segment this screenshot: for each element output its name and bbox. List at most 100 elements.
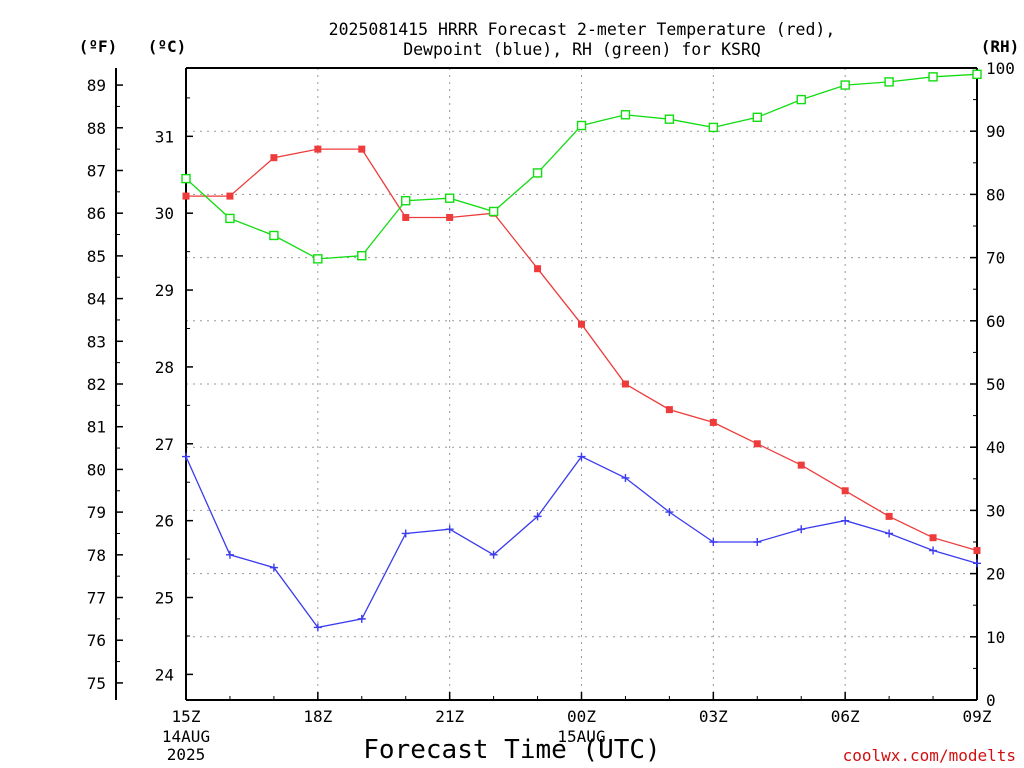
- celsius-tick-label: 31: [155, 127, 174, 146]
- fahrenheit-tick-label: 82: [87, 375, 106, 394]
- temperature-point: [973, 547, 981, 555]
- rh-axis: 0 10 20 30 40 50 60 70 80 90 100: [970, 59, 1015, 710]
- rh-point: [576, 120, 587, 131]
- dewpoint-point: [225, 550, 234, 559]
- rh-point: [313, 254, 323, 264]
- dewpoint-point: [489, 550, 498, 559]
- dewpoint-point: [357, 614, 366, 623]
- dewpoint-point: [841, 516, 850, 525]
- temperature-point: [534, 265, 542, 273]
- chart-title-line-1: 2025081415 HRRR Forecast 2-meter Tempera…: [329, 20, 836, 39]
- fahrenheit-axis: 75 76 77 78 79 80 81 82 83 84 85 86 87 88 89: [87, 76, 123, 693]
- dewpoint-point: [665, 508, 674, 517]
- celsius-axis-unit: (ºC): [148, 37, 187, 56]
- fahrenheit-tick-label: 79: [87, 503, 106, 522]
- x-tick-label: 06Z: [831, 707, 860, 726]
- dewpoint-point: [929, 546, 938, 555]
- chart-title-line-2: Dewpoint (blue), RH (green) for KSRQ: [403, 40, 761, 59]
- temperature-point: [402, 213, 410, 221]
- fahrenheit-tick-label: 83: [87, 332, 106, 351]
- rh-point: [181, 173, 191, 184]
- rh-tick-label: 100: [986, 59, 1015, 78]
- dewpoint-point: [621, 473, 630, 482]
- temperature-point: [358, 145, 366, 153]
- rh-point: [796, 94, 806, 105]
- temperature-point: [709, 418, 717, 426]
- celsius-tick-label: 26: [155, 512, 174, 531]
- rh-tick-label: 40: [986, 438, 1005, 457]
- celsius-axis: 24 25 26 27 28 29 30 31: [155, 97, 193, 684]
- x-tick-label: 00Z: [567, 707, 596, 726]
- rh-point: [401, 196, 411, 206]
- temperature-point: [929, 534, 937, 542]
- rh-point: [444, 193, 455, 203]
- rh-tick-label: 90: [986, 122, 1005, 141]
- dewpoint-point: [709, 538, 718, 546]
- celsius-tick-label: 27: [155, 435, 174, 454]
- fahrenheit-tick-label: 76: [87, 631, 106, 650]
- dewpoint-point: [401, 529, 410, 538]
- fahrenheit-tick-label: 85: [87, 247, 106, 266]
- rh-point: [532, 168, 543, 178]
- fahrenheit-tick-label: 80: [87, 460, 106, 479]
- temperature-point: [797, 461, 805, 469]
- temperature-point: [446, 213, 454, 221]
- x-tick-date-label: 15AUG: [557, 727, 605, 746]
- rh-point: [620, 110, 631, 120]
- dewpoint-point: [797, 525, 806, 534]
- dewpoint-point: [973, 559, 981, 568]
- fahrenheit-axis-unit: (ºF): [79, 37, 118, 56]
- dewpoint-point: [885, 529, 894, 538]
- temperature-point: [226, 192, 234, 200]
- celsius-tick-label: 28: [155, 358, 174, 377]
- dewpoint-point: [445, 525, 454, 534]
- temperature-point: [665, 406, 673, 414]
- rh-tick-label: 0: [986, 691, 996, 710]
- fahrenheit-tick-label: 89: [87, 76, 106, 95]
- dewpoint-point: [182, 452, 190, 461]
- temperature-point: [885, 512, 893, 520]
- temperature-point: [270, 154, 278, 162]
- rh-tick-label: 10: [986, 628, 1005, 647]
- x-axis-title: Forecast Time (UTC): [363, 735, 660, 765]
- rh-tick-label: 50: [986, 375, 1005, 394]
- rh-point: [752, 112, 762, 122]
- credit-label: coolwx.com/modelts: [843, 746, 1016, 765]
- x-tick-label: 21Z: [435, 707, 464, 726]
- x-tick-date-label: 2025: [167, 745, 206, 764]
- x-tick-label: 09Z: [963, 707, 992, 726]
- dewpoint-point: [313, 623, 322, 632]
- temperature-point: [314, 145, 322, 153]
- series-layer: [181, 69, 982, 632]
- rh-point: [357, 251, 367, 261]
- fahrenheit-tick-label: 77: [87, 589, 106, 608]
- rh-tick-label: 60: [986, 312, 1005, 331]
- rh-axis-unit: (RH): [981, 37, 1020, 56]
- celsius-tick-label: 25: [155, 589, 174, 608]
- rh-point: [840, 80, 850, 90]
- rh-point: [884, 77, 894, 87]
- grid-lines: [186, 68, 977, 700]
- rh-point: [928, 72, 938, 82]
- x-tick-label: 18Z: [303, 707, 332, 726]
- fahrenheit-tick-label: 84: [87, 290, 106, 309]
- temperature-point: [753, 440, 761, 448]
- rh-point: [269, 230, 279, 241]
- rh-tick-label: 20: [986, 565, 1005, 584]
- fahrenheit-tick-label: 78: [87, 546, 106, 565]
- celsius-tick-label: 24: [155, 665, 174, 684]
- temperature-point: [621, 380, 629, 388]
- fahrenheit-tick-label: 81: [87, 418, 106, 437]
- fahrenheit-tick-label: 75: [87, 674, 106, 693]
- rh-tick-label: 80: [986, 185, 1005, 204]
- temperature-point: [578, 320, 585, 328]
- dewpoint-point: [753, 538, 762, 546]
- fahrenheit-tick-label: 88: [87, 119, 106, 138]
- rh-tick-label: 70: [986, 249, 1005, 268]
- dewpoint-point: [533, 512, 542, 521]
- temperature-point: [841, 487, 849, 495]
- rh-point: [664, 114, 675, 124]
- dewpoint-point: [269, 563, 278, 572]
